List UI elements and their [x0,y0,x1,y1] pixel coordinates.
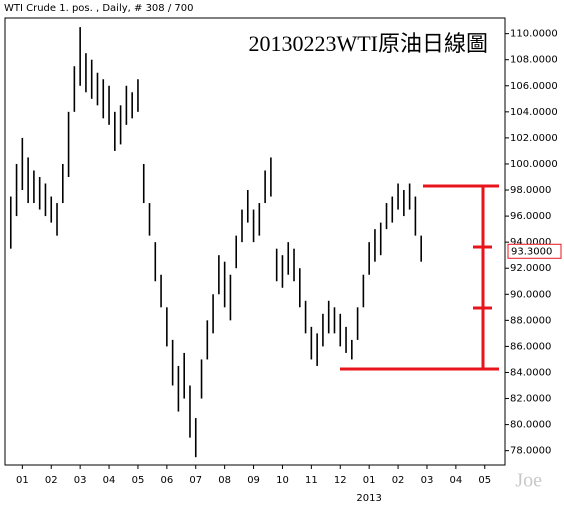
y-tick-label: 110.0000 [510,29,558,40]
y-tick-label: 88.0000 [510,315,551,326]
x-tick-label: 05 [478,475,491,486]
y-tick-label: 92.0000 [510,263,551,274]
y-tick-label: 108.0000 [510,55,558,66]
x-tick-label: 02 [45,475,58,486]
chart-title: 20130223WTI原油日線圖 [248,31,488,56]
x-tick-label: 01 [16,475,29,486]
y-tick-label: 98.0000 [510,185,551,196]
year-label: 2013 [356,493,381,504]
y-tick-label: 84.0000 [510,367,551,378]
x-tick-label: 09 [247,475,260,486]
x-tick-label: 04 [103,475,116,486]
x-tick-label: 03 [74,475,87,486]
x-tick-label: 02 [392,475,405,486]
x-tick-label: 08 [218,475,231,486]
last-price-box [507,243,562,259]
y-tick-label: 100.0000 [510,159,558,170]
x-tick-label: 06 [160,475,173,486]
y-tick-label: 80.0000 [510,420,551,431]
x-tick-label: 04 [449,475,462,486]
y-tick-label: 90.0000 [510,289,551,300]
x-tick-label: 12 [334,475,347,486]
y-tick-label: 96.0000 [510,211,551,222]
y-tick-label: 104.0000 [510,107,558,118]
chart-header: WTI Crude 1. pos. , Daily, # 308 / 700 [4,3,193,14]
y-tick-label: 82.0000 [510,394,551,405]
x-tick-label: 01 [363,475,376,486]
annotation [340,184,499,371]
last-price-label: 93.3000 [511,246,552,257]
y-tick-label: 106.0000 [510,81,558,92]
y-tick-label: 78.0000 [510,446,551,457]
watermark: Joe [515,470,542,492]
y-tick-label: 94.0000 [510,237,551,248]
x-tick-label: 10 [276,475,289,486]
x-tick-label: 03 [421,475,434,486]
x-tick-label: 07 [189,475,202,486]
x-tick-label: 05 [132,475,145,486]
y-tick-label: 86.0000 [510,341,551,352]
y-tick-label: 102.0000 [510,133,558,144]
x-tick-label: 11 [305,475,318,486]
